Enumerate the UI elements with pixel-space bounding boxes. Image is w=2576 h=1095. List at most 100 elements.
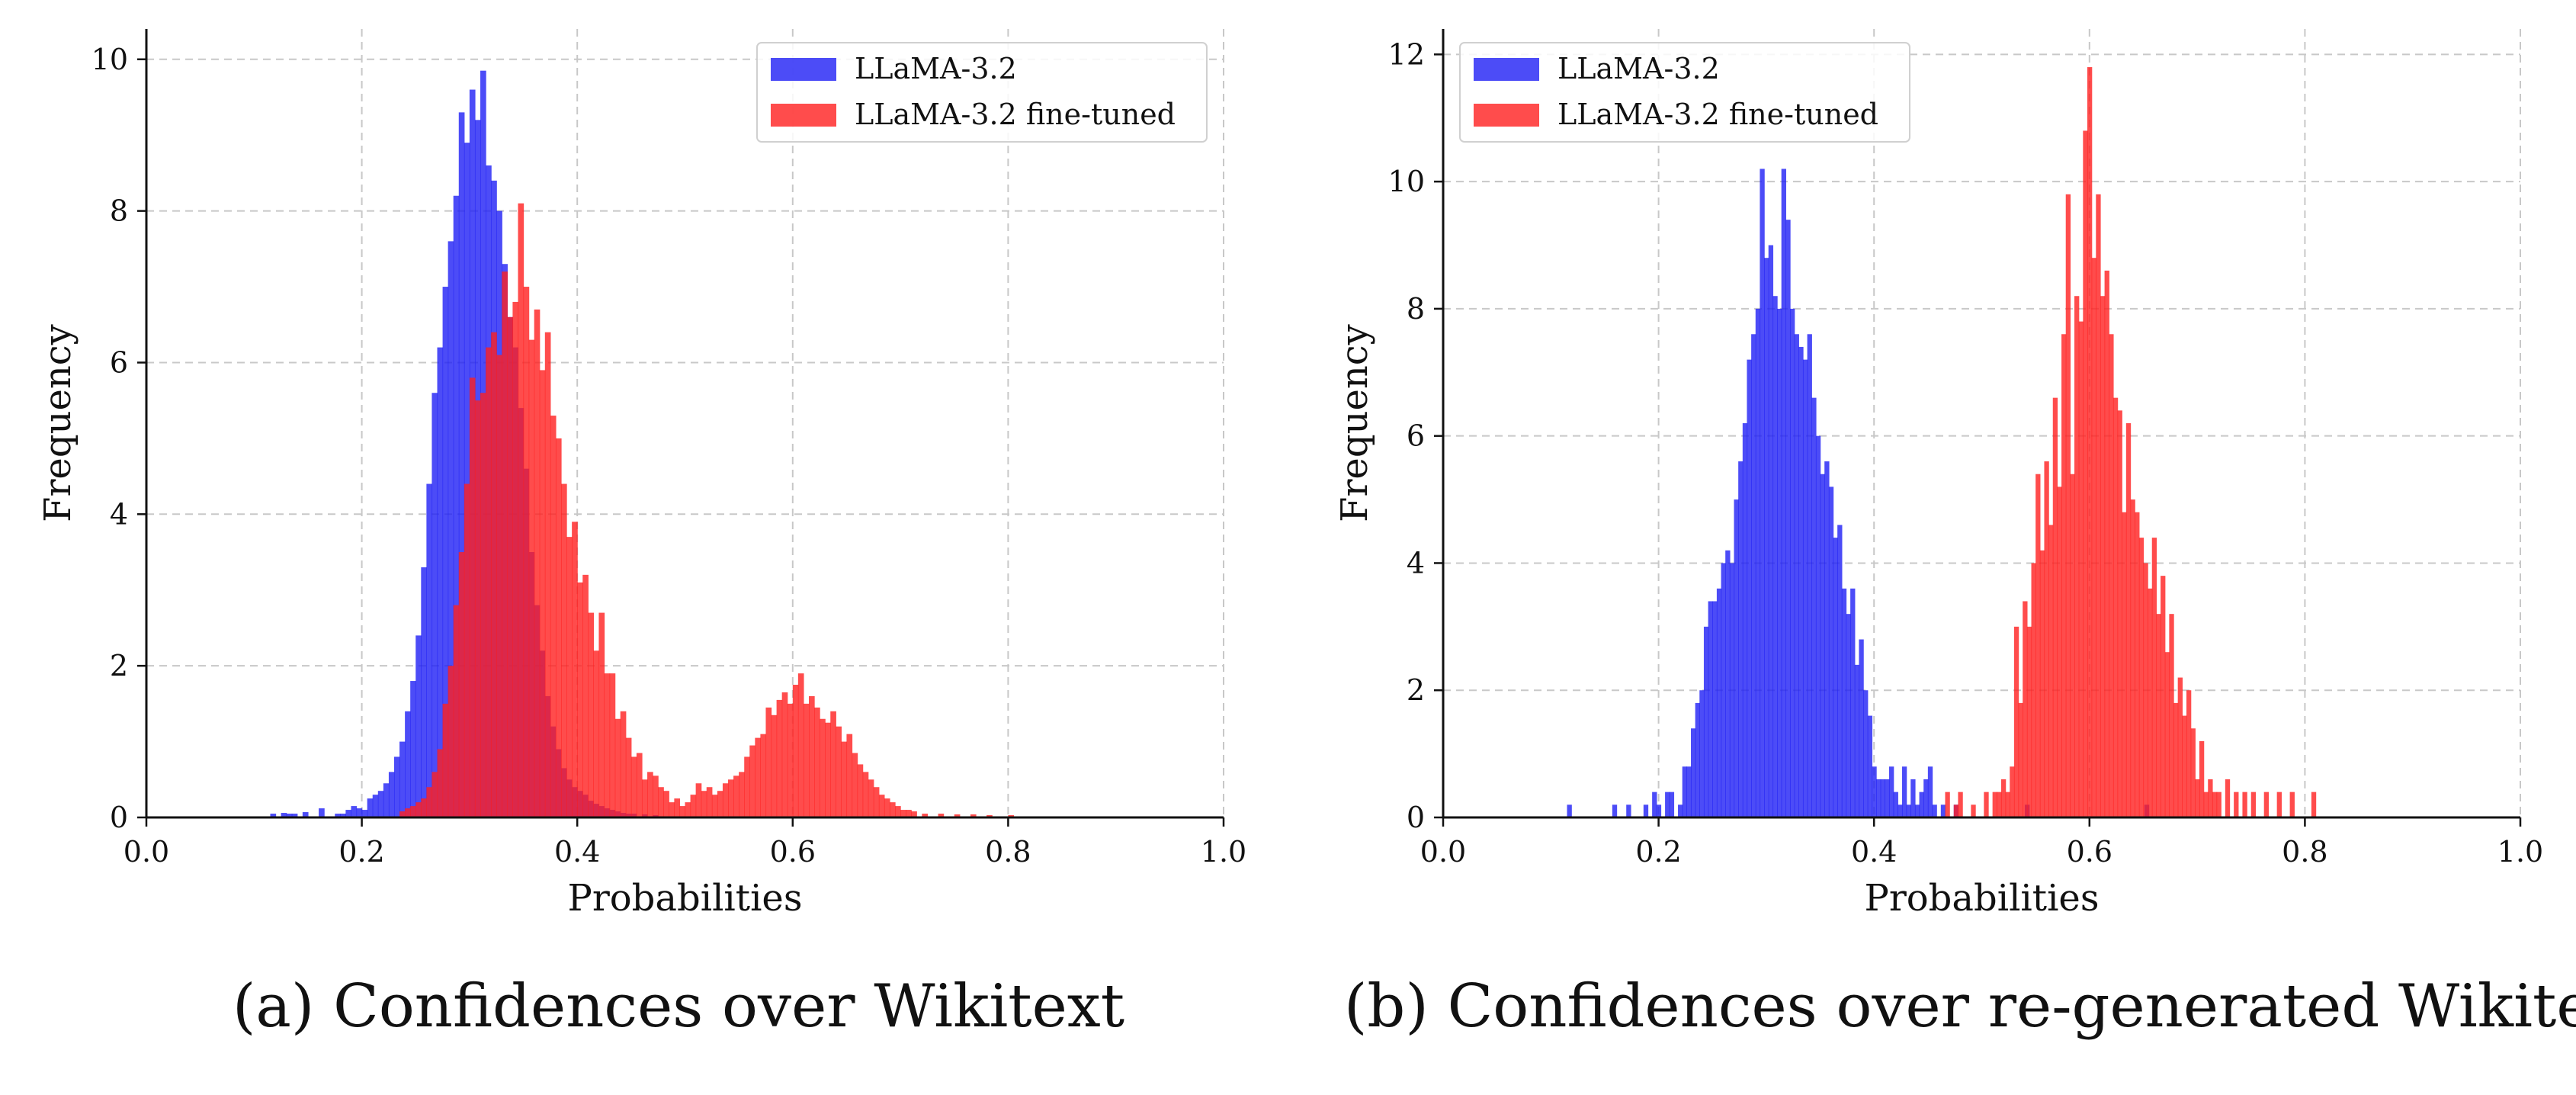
histogram-bar (464, 483, 470, 817)
histogram-bar (528, 339, 535, 817)
histogram-bar (1643, 804, 1649, 817)
histogram-bar (609, 673, 616, 817)
histogram-bar (641, 779, 648, 817)
histogram-bar (2052, 397, 2058, 817)
series-base (1567, 169, 2150, 818)
histogram-bar (421, 567, 427, 817)
histogram-bar (814, 707, 820, 817)
histogram-bar (367, 798, 374, 817)
x-tick-label: 0.2 (338, 835, 384, 869)
histogram-bar (825, 722, 831, 817)
histogram-bar (1734, 499, 1739, 817)
histogram-bar (572, 522, 578, 817)
histogram-bar (2148, 588, 2153, 817)
x-tick-label: 0.8 (2282, 835, 2327, 869)
legend-swatch (771, 104, 836, 127)
histogram-bar (453, 195, 460, 817)
histogram-bar (1841, 588, 1847, 817)
histogram-bar (399, 811, 406, 817)
histogram-bar (2026, 626, 2032, 817)
histogram-bar (2065, 194, 2071, 817)
y-tick-label: 8 (110, 194, 128, 228)
histogram-bar (2023, 601, 2028, 817)
histogram-bar (1652, 792, 1657, 817)
histogram-bar (625, 737, 632, 817)
y-tick-label: 6 (110, 345, 128, 379)
histogram-bar (2104, 270, 2109, 817)
histogram-bar (669, 802, 675, 817)
histogram-bar (2070, 474, 2075, 817)
histogram-bar (1846, 614, 1851, 817)
histogram-bar (1867, 715, 1873, 817)
histogram-bar (431, 393, 438, 817)
histogram-bar (361, 810, 368, 817)
histogram-bar (878, 795, 885, 817)
histogram-bar (442, 703, 449, 817)
histogram-bar (448, 666, 454, 817)
series-fine-tuned (1945, 67, 2317, 818)
histogram-bar (437, 749, 444, 817)
y-tick-label: 8 (1407, 292, 1425, 326)
histogram-bar (2078, 321, 2084, 817)
histogram-bar (2061, 334, 2067, 817)
histogram-bar (653, 775, 659, 817)
histogram-bar (1802, 359, 1808, 817)
histogram-bar (270, 814, 277, 817)
histogram-bar (1703, 626, 1709, 817)
histogram-bar (1893, 792, 1898, 817)
histogram-bar (1927, 766, 1933, 817)
histogram-bar (2311, 792, 2317, 817)
histogram-bar (1914, 804, 1920, 817)
histogram-bar (1872, 766, 1877, 817)
histogram-bar (830, 711, 836, 817)
histogram-bar (480, 393, 486, 817)
y-tick-label: 0 (110, 801, 128, 834)
x-axis-label: Probabilities (1865, 877, 2100, 920)
histogram-bar (1940, 804, 1946, 817)
histogram-bar (523, 287, 530, 817)
histogram-bar (431, 772, 438, 817)
histogram-bar (566, 537, 573, 817)
histogram-bar (1997, 792, 2002, 817)
histogram-bar (415, 802, 422, 817)
histogram-bar (1772, 296, 1778, 817)
histogram-bar (2039, 550, 2045, 817)
histogram-bar (1708, 601, 1713, 817)
histogram-bar (512, 301, 519, 817)
histogram-bar (507, 316, 514, 817)
histogram-bar (453, 605, 460, 817)
histogram-bar (388, 772, 395, 817)
histogram-bar (437, 347, 444, 818)
histogram-bar (1919, 792, 1924, 817)
histogram-bar (410, 681, 416, 817)
histogram-bar (1945, 792, 1950, 817)
histogram-bar (1777, 308, 1782, 818)
histogram-bar (588, 612, 594, 817)
histogram-bar (1833, 538, 1838, 817)
histogram-bar (2010, 766, 2015, 817)
histogram-bar (776, 699, 783, 817)
histogram-bar (2031, 563, 2036, 817)
histogram-bar (674, 798, 681, 817)
histogram-bar (2156, 614, 2161, 817)
histogram-bar (1898, 804, 1903, 817)
histogram-bar (2035, 474, 2041, 817)
histogram-bar (2138, 538, 2145, 817)
histogram-bar (302, 812, 309, 817)
legend-label: LLaMA-3.2 fine-tuned (1557, 98, 1878, 131)
x-tick-label: 1.0 (2497, 835, 2543, 869)
histogram-bar (405, 808, 411, 817)
x-tick-label: 0.2 (1635, 835, 1681, 869)
histogram-bar (2112, 397, 2119, 817)
histogram-chart-regenerated-wikitext: 0.0 0.2 0.4 0.6 0.8 1.0 0 2 4 6 8 10 12 Probabilities… (1333, 29, 2543, 920)
histogram-bar (797, 673, 804, 817)
histogram-bar (2000, 779, 2007, 817)
y-axis-label: Frequency (37, 324, 79, 522)
histogram-bar (2164, 652, 2170, 817)
histogram-bar (1923, 779, 1929, 817)
histogram-bar (1992, 792, 1997, 817)
histogram-bar (458, 112, 465, 818)
histogram-bar (1742, 423, 1748, 817)
x-tick-label: 0.4 (554, 835, 600, 869)
histogram-bar (582, 574, 589, 817)
